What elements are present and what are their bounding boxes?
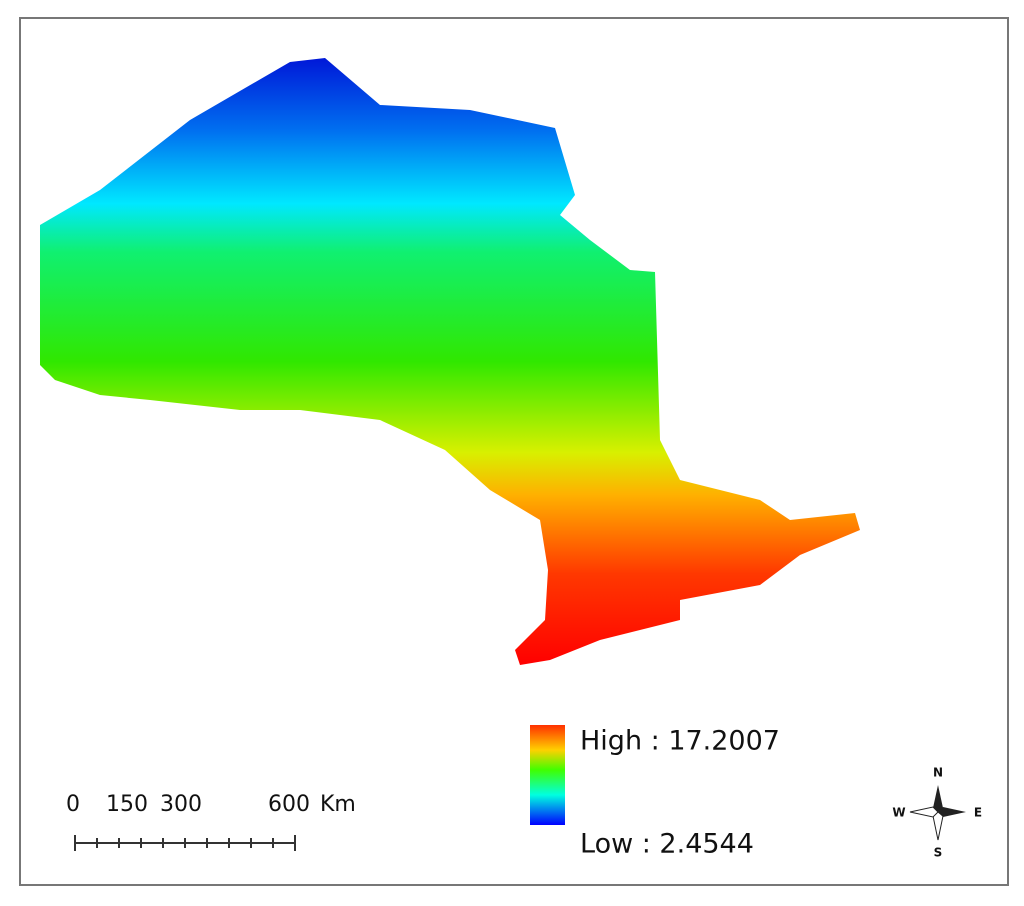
scale-label: 600: [268, 792, 310, 817]
legend-high: High : 17.2007: [580, 726, 780, 757]
scale-label: 0: [66, 792, 80, 817]
scale-label: 300: [160, 792, 202, 817]
legend-low: Low : 2.4544: [580, 829, 754, 860]
compass-w: W: [892, 806, 905, 820]
scale-label: 150: [106, 792, 148, 817]
compass-s: S: [934, 846, 943, 860]
legend-ramp: [530, 725, 565, 825]
compass-n: N: [933, 766, 943, 780]
compass-e: E: [974, 806, 982, 820]
scale-bar: [74, 835, 296, 851]
region-surface: [40, 58, 860, 665]
scale-unit: Km: [320, 792, 356, 817]
compass-rose: [909, 785, 966, 841]
